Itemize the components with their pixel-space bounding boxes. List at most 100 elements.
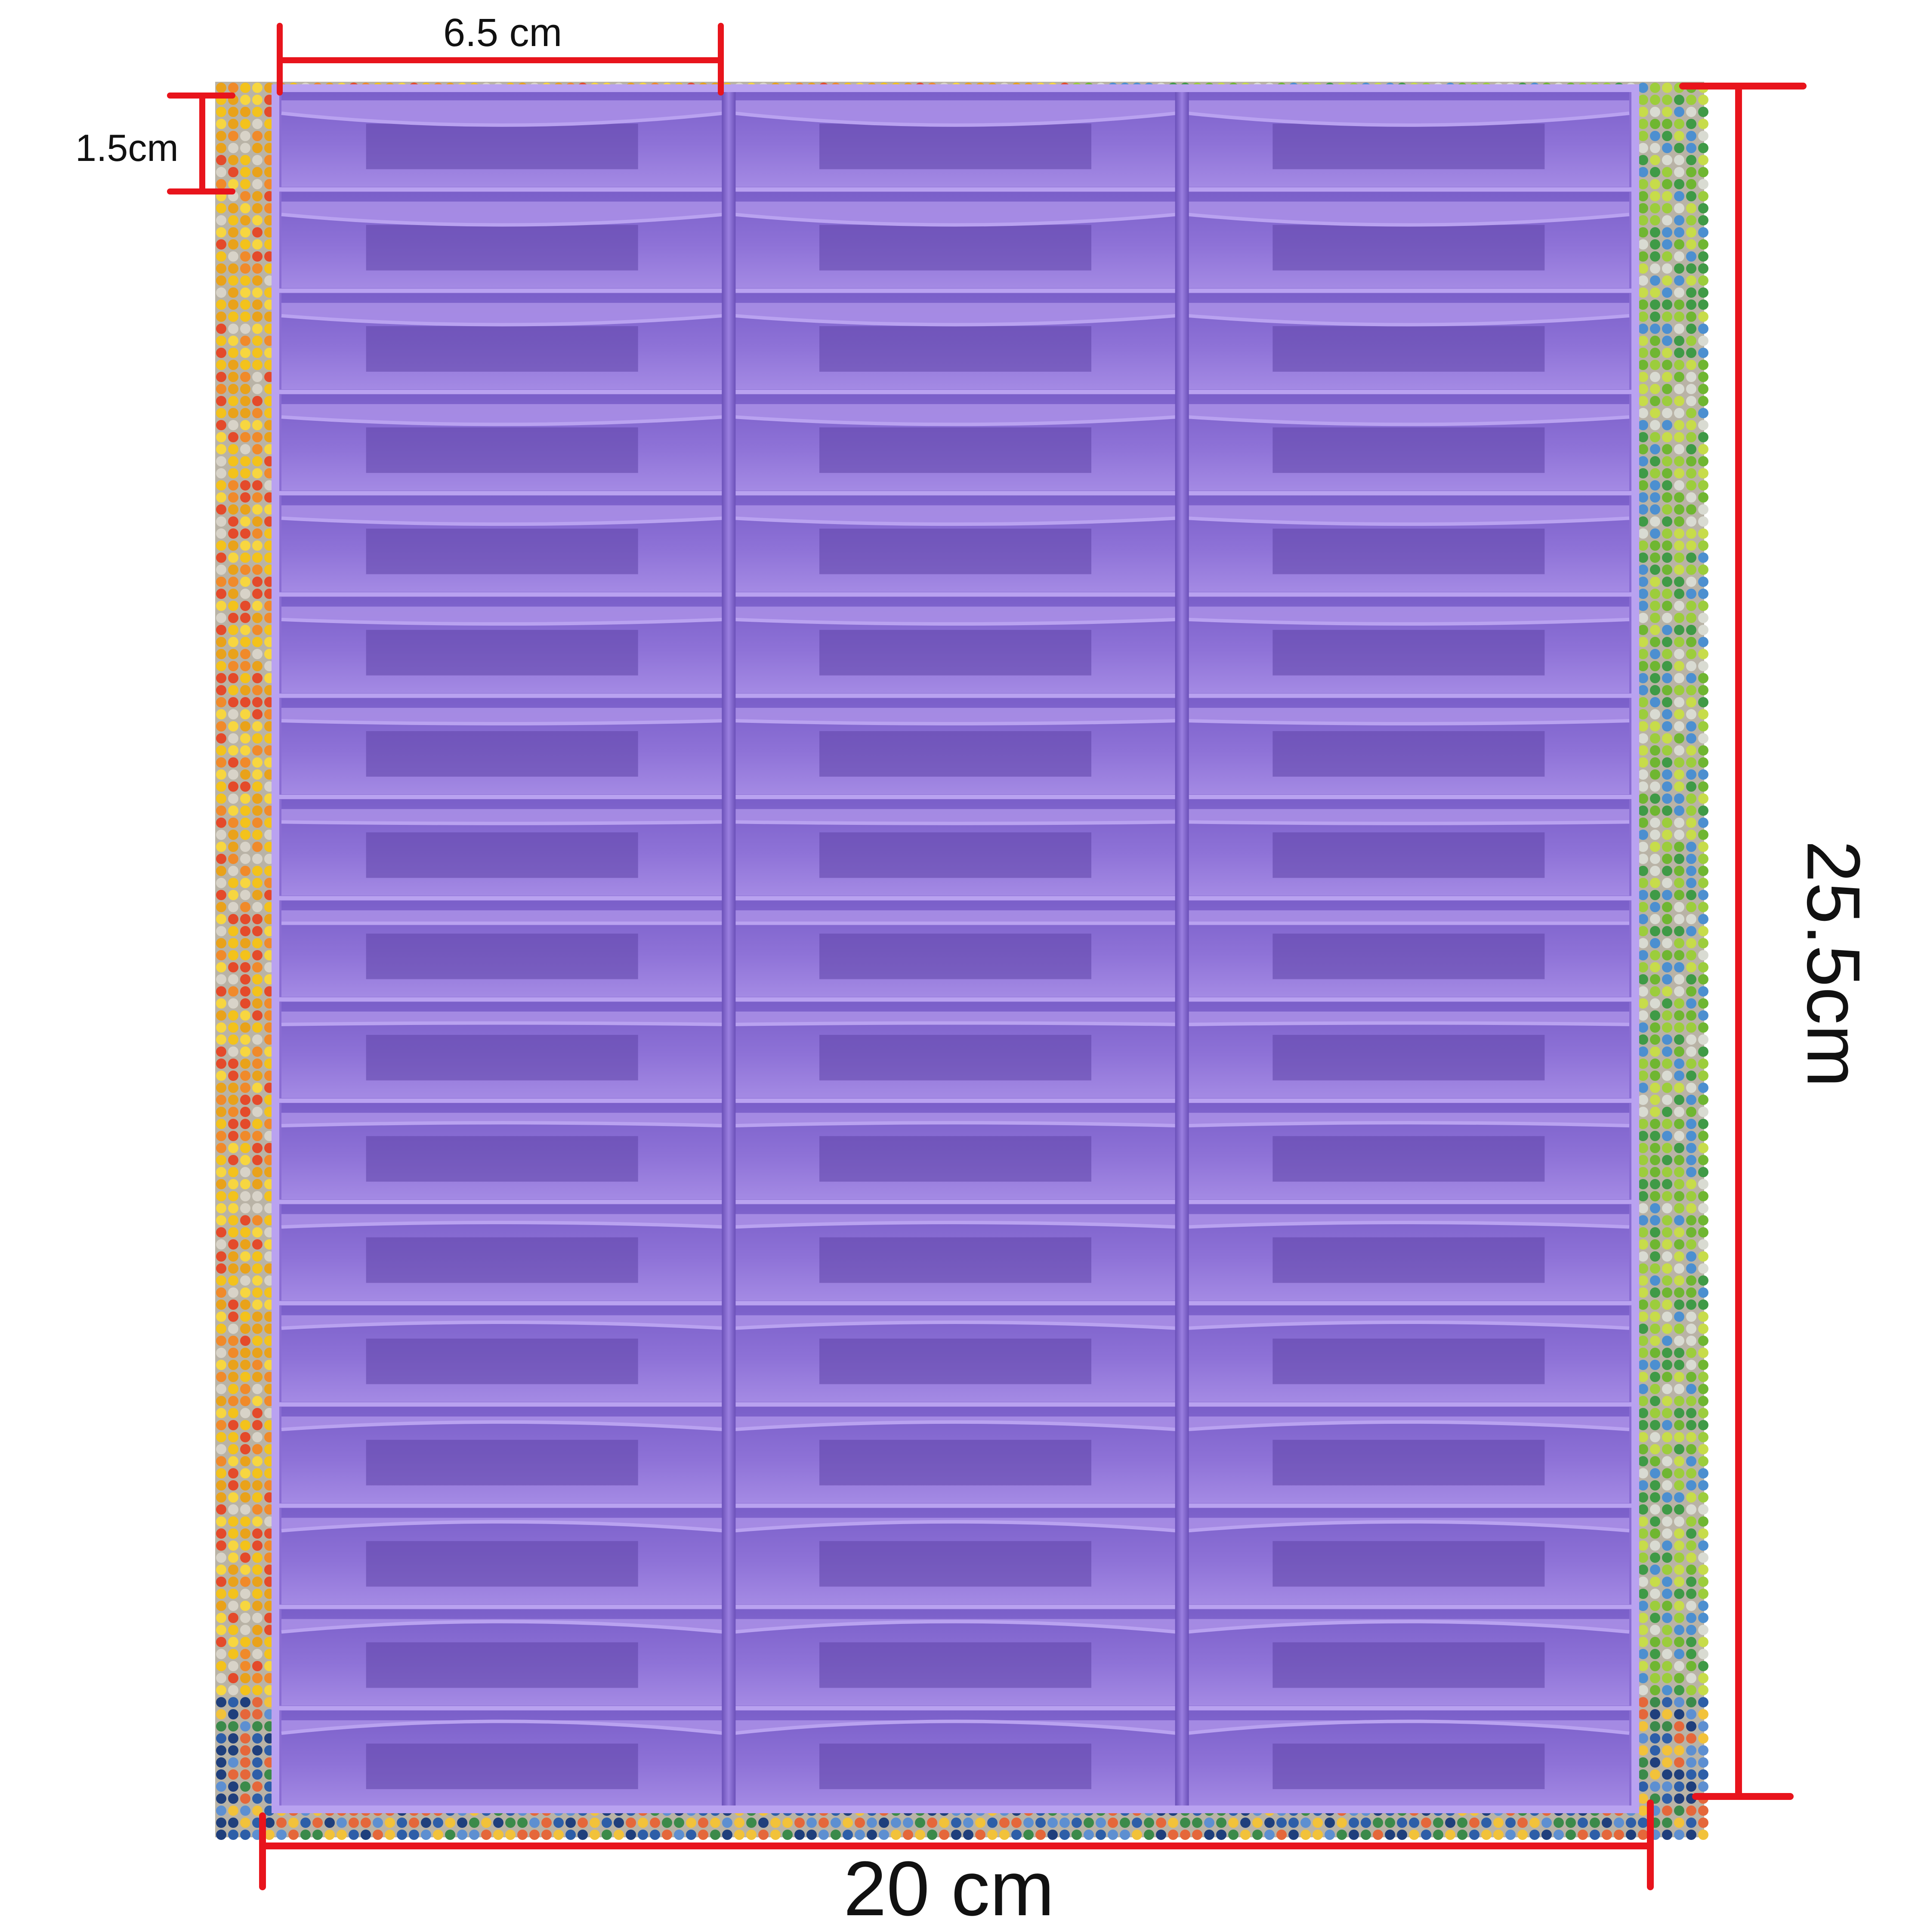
bead <box>1662 1649 1672 1659</box>
bead <box>1686 444 1696 454</box>
bead <box>252 191 263 201</box>
bead <box>1650 372 1660 382</box>
bead <box>1650 926 1660 936</box>
bead <box>1674 1312 1684 1322</box>
bead <box>216 528 226 539</box>
bead <box>1686 408 1696 418</box>
tray-slot <box>729 192 1182 293</box>
bead <box>1698 1384 1708 1394</box>
bead <box>1650 1396 1660 1406</box>
bead <box>252 275 263 286</box>
bead <box>1650 1010 1660 1021</box>
bead <box>228 468 238 478</box>
bead <box>240 1227 250 1238</box>
bead <box>1698 1095 1708 1105</box>
bead <box>1674 1131 1684 1141</box>
bead <box>228 336 238 346</box>
bead <box>228 1215 238 1225</box>
bead <box>240 1805 250 1816</box>
bead <box>1698 1456 1708 1466</box>
bead <box>1650 757 1660 768</box>
bead <box>1674 552 1684 563</box>
bead <box>1638 950 1648 960</box>
bead <box>228 444 238 454</box>
bead <box>1650 1131 1660 1141</box>
bead <box>1698 938 1708 948</box>
bead <box>1686 1830 1696 1840</box>
bead <box>831 1830 841 1840</box>
bead <box>1011 1830 1022 1840</box>
bead <box>252 938 263 948</box>
bead <box>240 1191 250 1201</box>
bead <box>252 360 263 370</box>
bead <box>228 540 238 551</box>
bead <box>240 83 250 93</box>
bead <box>216 1793 226 1804</box>
bead <box>1047 1830 1058 1840</box>
bead <box>1674 1709 1684 1719</box>
bead <box>1674 1601 1684 1611</box>
bead <box>1650 938 1660 948</box>
bead <box>1566 1818 1576 1828</box>
bead <box>228 998 238 1009</box>
bead <box>1674 721 1684 731</box>
bead <box>1650 1480 1660 1491</box>
bead <box>240 1613 250 1623</box>
tray-slot <box>1182 1407 1635 1508</box>
bead <box>1662 1312 1672 1322</box>
tray-slot <box>1182 1103 1635 1204</box>
bead <box>1686 625 1696 635</box>
bead <box>216 649 226 659</box>
bead <box>1674 1119 1684 1129</box>
bead <box>252 239 263 250</box>
bead <box>1578 1830 1588 1840</box>
bead <box>1035 1830 1046 1840</box>
bead <box>867 1830 877 1840</box>
bead <box>216 83 226 93</box>
bead <box>1686 540 1696 551</box>
bead <box>1662 1131 1672 1141</box>
bead <box>349 1818 359 1828</box>
bead <box>252 348 263 358</box>
bead <box>216 1721 226 1731</box>
bead <box>228 781 238 792</box>
bead <box>1698 1420 1708 1430</box>
bead <box>1072 1818 1082 1828</box>
tray-slot <box>1182 1002 1635 1103</box>
bead <box>228 1805 238 1816</box>
bead <box>1638 757 1648 768</box>
bead <box>1650 1179 1660 1189</box>
bead <box>1638 1444 1648 1454</box>
bead <box>1662 1552 1672 1563</box>
bead <box>228 1468 238 1478</box>
bead <box>1698 239 1708 250</box>
bead <box>228 1059 238 1069</box>
bead <box>1686 1444 1696 1454</box>
bead <box>1638 1637 1648 1647</box>
bead <box>1686 312 1696 322</box>
bead <box>1674 1565 1684 1575</box>
bead <box>216 275 226 286</box>
bead <box>252 1432 263 1442</box>
bead <box>1674 1263 1684 1274</box>
bead <box>228 1637 238 1647</box>
tray-slot <box>275 799 729 901</box>
bead <box>240 480 250 491</box>
bead <box>1686 203 1696 213</box>
bead <box>228 986 238 997</box>
bead <box>252 1059 263 1069</box>
bottom-width-dimension <box>259 1799 1654 1890</box>
bead <box>240 1830 250 1840</box>
bead <box>216 914 226 924</box>
bead <box>1650 745 1660 756</box>
bead <box>252 251 263 262</box>
bead <box>1698 1589 1708 1599</box>
bead <box>1638 1818 1648 1828</box>
bead <box>240 191 250 201</box>
bead <box>1674 1287 1684 1298</box>
bead <box>1662 926 1672 936</box>
tray-slot <box>729 293 1182 394</box>
bead <box>1638 745 1648 756</box>
bead <box>1180 1818 1190 1828</box>
bead <box>300 1830 311 1840</box>
